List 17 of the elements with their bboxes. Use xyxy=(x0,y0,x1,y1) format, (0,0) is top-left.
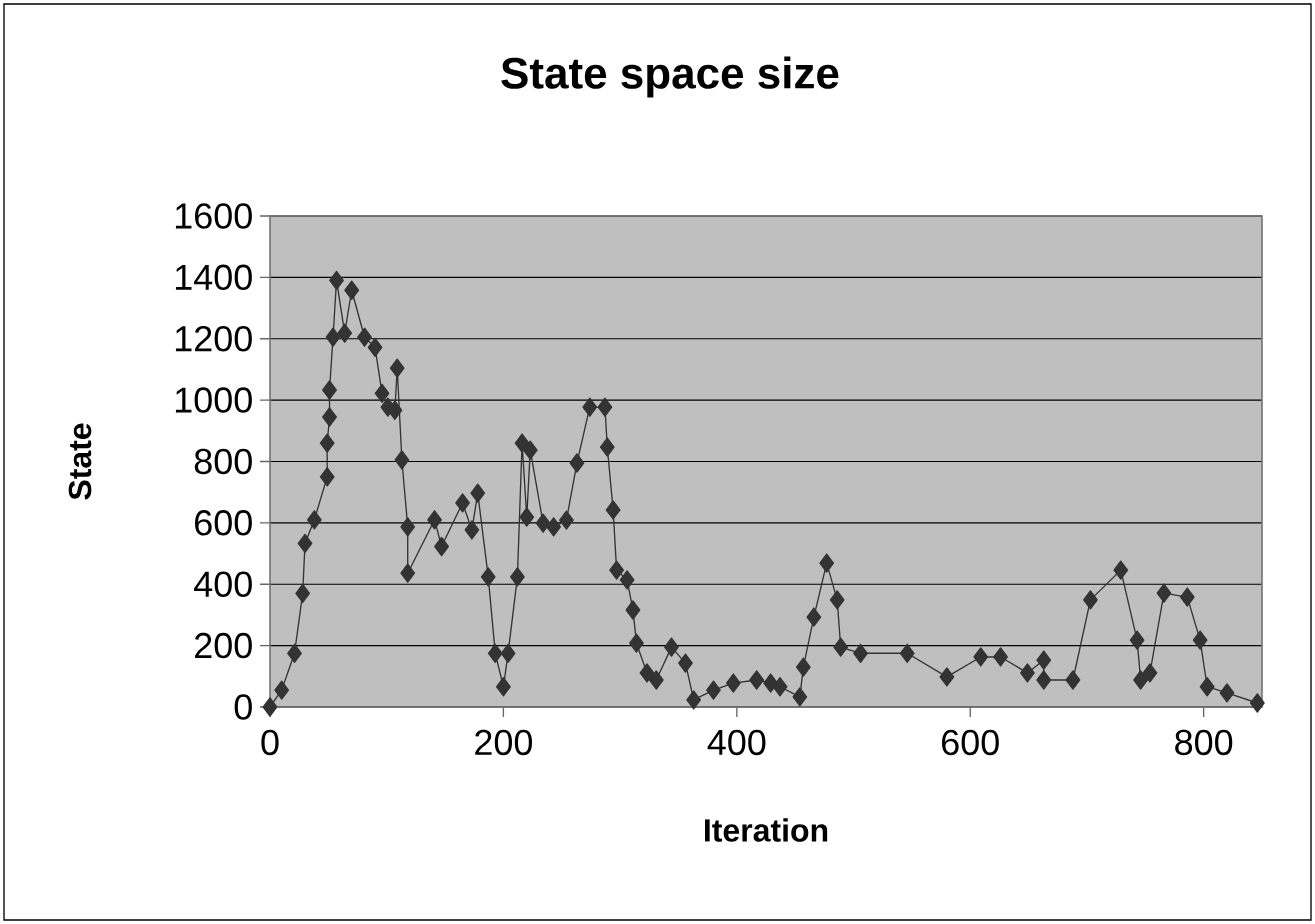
y-axis-title: State xyxy=(68,423,92,500)
y-tick-label: 1000 xyxy=(175,387,252,413)
y-tick-label: 1600 xyxy=(175,203,252,229)
y-tick-label: 400 xyxy=(194,571,252,597)
y-tick-label: 1400 xyxy=(175,264,252,291)
x-tick-label: 600 xyxy=(942,729,999,756)
x-tick-label: 800 xyxy=(1175,729,1233,756)
y-tick-label: 800 xyxy=(194,448,252,475)
y-tick-label: 200 xyxy=(195,632,252,659)
chart-title: State space size xyxy=(501,56,839,98)
y-tick-label: 1200 xyxy=(175,326,252,352)
x-tick-label: 0 xyxy=(261,729,279,756)
x-tick-label: 400 xyxy=(707,729,766,756)
x-tick-label: 200 xyxy=(475,729,533,756)
x-axis-title: Iteration xyxy=(705,818,828,842)
y-tick-label: 600 xyxy=(195,510,252,536)
y-tick-label: 0 xyxy=(234,694,252,720)
